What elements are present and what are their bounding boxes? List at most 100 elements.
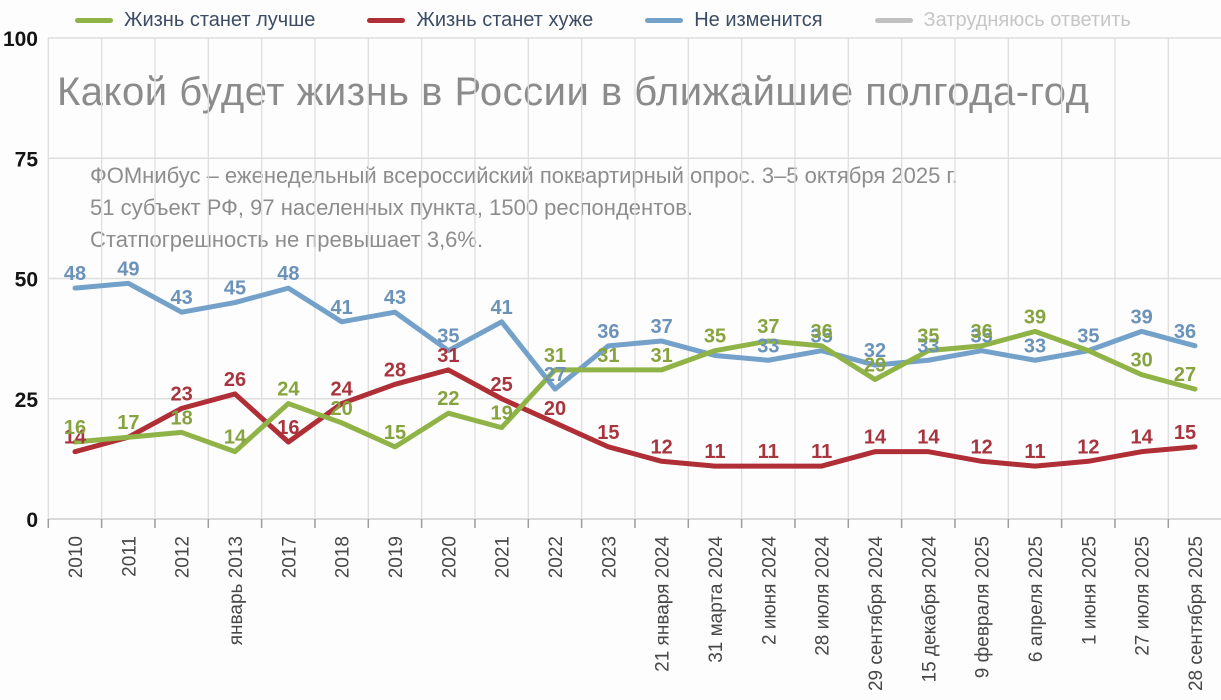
legend-item-2[interactable]: Жизнь станет хуже bbox=[367, 9, 593, 32]
legend-item-label: Не изменится bbox=[694, 8, 823, 31]
data-label: 49 bbox=[117, 258, 139, 280]
data-label: 36 bbox=[811, 321, 833, 343]
data-label: 16 bbox=[64, 417, 86, 439]
data-label: 32 bbox=[864, 340, 886, 362]
data-label: 39 bbox=[1131, 306, 1153, 328]
legend-item-label: Затрудняюсь ответить bbox=[923, 8, 1131, 31]
data-label: 35 bbox=[971, 326, 993, 348]
data-label: 36 bbox=[971, 321, 993, 343]
data-label: 12 bbox=[1077, 436, 1099, 458]
x-axis-label: 2021 bbox=[493, 536, 514, 578]
data-label: 11 bbox=[758, 441, 779, 463]
data-label: 11 bbox=[704, 441, 725, 463]
legend-line-swatch bbox=[645, 17, 684, 23]
data-label: 14 bbox=[1131, 427, 1154, 449]
series-line-2 bbox=[72, 367, 1198, 469]
x-axis-label: 29 сентября 2024 bbox=[866, 536, 887, 691]
y-axis-label: 75 bbox=[15, 148, 39, 171]
data-label: 28 bbox=[384, 359, 406, 381]
data-label: 29 bbox=[864, 355, 886, 377]
legend-item-label: Жизнь станет хуже bbox=[416, 8, 594, 31]
data-label: 11 bbox=[811, 441, 832, 463]
legend-line-swatch bbox=[874, 17, 913, 23]
data-label: 43 bbox=[384, 287, 406, 309]
x-axis-label: 27 июля 2025 bbox=[1133, 536, 1154, 656]
data-label: 15 bbox=[597, 422, 619, 444]
data-label: 14 bbox=[917, 427, 940, 449]
x-axis-label: 2017 bbox=[279, 536, 300, 578]
legend-item-4[interactable]: Затрудняюсь ответить bbox=[874, 8, 1131, 32]
data-label: 15 bbox=[1174, 422, 1196, 444]
y-axis-label: 50 bbox=[15, 269, 38, 292]
data-label: 33 bbox=[917, 335, 939, 357]
data-label: 14 bbox=[864, 427, 887, 449]
data-label: 35 bbox=[1077, 326, 1099, 348]
data-label: 48 bbox=[64, 263, 86, 285]
data-label: 14 bbox=[64, 427, 87, 449]
subtitle-line-1: ФОМнибус – еженедельный всероссийский по… bbox=[90, 163, 958, 188]
series-line-1 bbox=[72, 328, 1198, 455]
data-label: 23 bbox=[171, 383, 193, 405]
data-label: 35 bbox=[704, 326, 726, 348]
x-axis-label: 2018 bbox=[333, 536, 354, 578]
data-label: 35 bbox=[917, 326, 939, 348]
data-label: 16 bbox=[277, 417, 299, 439]
data-label: 37 bbox=[757, 316, 779, 338]
data-label: 27 bbox=[544, 364, 566, 386]
x-axis-label: 2020 bbox=[439, 536, 460, 578]
data-label: 31 bbox=[544, 345, 566, 367]
data-label: 12 bbox=[651, 436, 673, 458]
legend: Жизнь станет лучше Жизнь станет хуже Не из… bbox=[75, 5, 1131, 35]
x-axis-label: 15 декабря 2024 bbox=[919, 536, 940, 683]
data-label: 15 bbox=[384, 422, 406, 444]
data-label: 36 bbox=[597, 321, 619, 343]
x-axis-label: 2012 bbox=[173, 536, 194, 578]
data-label: 35 bbox=[437, 326, 459, 348]
data-label: 18 bbox=[171, 407, 193, 429]
legend-line-swatch bbox=[75, 17, 113, 23]
x-axis-label: 9 февраля 2025 bbox=[973, 536, 994, 678]
data-label: 27 bbox=[1174, 364, 1196, 386]
y-axis-label: 25 bbox=[15, 389, 39, 412]
x-axis-label: 2 июня 2024 bbox=[759, 536, 780, 645]
x-axis-label: 21 января 2024 bbox=[653, 536, 674, 672]
chart-title: Какой будет жизнь в России в ближайшие п… bbox=[57, 70, 1090, 114]
data-label: 25 bbox=[491, 374, 513, 396]
x-axis-label: 28 июля 2024 bbox=[813, 536, 834, 656]
x-axis-label: 2010 bbox=[66, 536, 87, 578]
data-label: 48 bbox=[277, 263, 299, 285]
data-label: 31 bbox=[597, 345, 619, 367]
data-label: 24 bbox=[331, 379, 354, 401]
x-axis-label: январь 2013 bbox=[226, 536, 247, 645]
data-label: 20 bbox=[544, 398, 566, 420]
data-label: 41 bbox=[491, 297, 513, 319]
x-axis-label: 1 июня 2025 bbox=[1079, 536, 1100, 645]
legend-item-3[interactable]: Не изменится bbox=[645, 8, 823, 32]
x-axis-label: 28 сентября 2025 bbox=[1186, 536, 1207, 691]
x-axis-label: 2011 bbox=[119, 536, 140, 577]
y-axis-label: 100 bbox=[3, 28, 38, 51]
data-label: 41 bbox=[331, 297, 353, 319]
data-label: 33 bbox=[757, 335, 779, 357]
data-label: 39 bbox=[1024, 306, 1046, 328]
data-label: 37 bbox=[651, 316, 673, 338]
data-label: 36 bbox=[1174, 321, 1196, 343]
x-axis-label: 6 апреля 2025 bbox=[1026, 536, 1047, 662]
data-label: 45 bbox=[224, 278, 246, 300]
data-label: 31 bbox=[437, 345, 459, 367]
data-label: 43 bbox=[171, 287, 193, 309]
subtitle-line-2: 51 субъект РФ, 97 населенных пункта, 150… bbox=[90, 195, 694, 220]
data-label: 17 bbox=[117, 412, 139, 434]
data-label: 24 bbox=[277, 379, 300, 401]
series-line-3 bbox=[72, 280, 1198, 392]
data-label: 31 bbox=[651, 345, 673, 367]
data-label: 19 bbox=[491, 403, 513, 425]
data-label: 14 bbox=[224, 427, 247, 449]
data-label: 35 bbox=[811, 326, 833, 348]
legend-item-1[interactable]: Жизнь станет лучше bbox=[75, 9, 315, 32]
legend-item-label: Жизнь станет лучше bbox=[124, 8, 316, 31]
data-label: 20 bbox=[331, 398, 353, 420]
x-axis-label: 2019 bbox=[386, 536, 407, 578]
